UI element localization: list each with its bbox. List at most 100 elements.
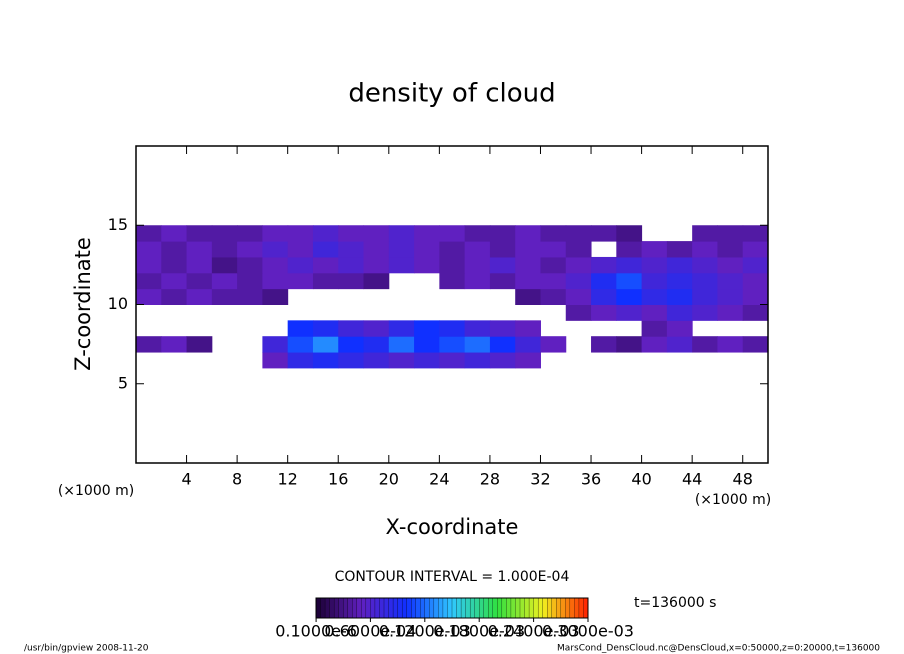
cell [489, 320, 516, 337]
cell [363, 241, 390, 258]
cell [489, 272, 516, 290]
cell [287, 352, 314, 369]
cell [666, 241, 693, 258]
x-tick-label: 16 [328, 470, 348, 489]
x-tick-label: 8 [232, 470, 242, 489]
cell [717, 256, 744, 274]
cell [312, 320, 339, 337]
cell [312, 225, 339, 242]
x-tick-label: 40 [631, 470, 651, 489]
cell [414, 225, 440, 242]
cell [287, 320, 314, 337]
colorbar-swatch [488, 597, 494, 619]
cell [565, 256, 592, 274]
colorbar-swatch [492, 597, 498, 619]
cell [363, 272, 390, 290]
colorbar-swatch [352, 597, 358, 619]
cell [262, 272, 289, 290]
cell [161, 256, 188, 274]
cell [439, 272, 466, 290]
cell [388, 352, 415, 369]
cell [414, 256, 440, 274]
cell [641, 336, 668, 353]
cell [211, 256, 238, 274]
cell [414, 320, 440, 337]
colorbar-tick-label: 0.3000e-03 [542, 622, 634, 641]
colorbar-swatch [528, 597, 535, 619]
colorbar-swatch [424, 597, 430, 619]
colorbar-swatch [574, 597, 580, 619]
colorbar-tick-label: 0.2400e-03 [488, 622, 580, 641]
colorbar-swatch [401, 597, 408, 619]
x-tick-label: 24 [429, 470, 449, 489]
cell [363, 320, 390, 337]
cell [565, 272, 592, 290]
cell [666, 320, 693, 337]
cell [136, 241, 162, 258]
cell [439, 320, 466, 337]
colorbar-tick-label: 0.1000e-6 [275, 622, 357, 641]
cell [186, 256, 213, 274]
cell [161, 272, 188, 290]
x-tick-label: 32 [530, 470, 550, 489]
cell [616, 288, 643, 305]
cell [489, 225, 516, 242]
cell [262, 352, 289, 369]
cell [363, 352, 390, 369]
colorbar-tick-label: 0.1200e-03 [379, 622, 471, 641]
cell [565, 241, 592, 258]
cell [312, 256, 339, 274]
cell [414, 241, 440, 258]
colorbar-swatch [415, 597, 421, 619]
cell [338, 320, 365, 337]
cell [186, 272, 213, 290]
colorbar-swatch [515, 597, 521, 619]
x-axis-label: X-coordinate [386, 515, 519, 539]
cell [641, 256, 668, 274]
colorbar-swatch [324, 597, 331, 619]
chart-title: density of cloud [348, 79, 555, 109]
colorbar-swatch [433, 597, 439, 619]
cell [338, 241, 365, 258]
cell [388, 241, 415, 258]
cell [591, 288, 617, 305]
cell [312, 352, 339, 369]
cell [489, 241, 516, 258]
cell [717, 272, 744, 290]
cell [742, 241, 769, 258]
cell [186, 336, 213, 353]
cell [237, 288, 263, 305]
cell [237, 272, 263, 290]
cell [616, 241, 643, 258]
cell [464, 272, 491, 290]
cell [641, 320, 668, 337]
x-unit-label: (×1000 m) [695, 492, 771, 508]
cell [161, 225, 188, 242]
cell [692, 288, 718, 305]
cell [464, 241, 491, 258]
colorbar-swatch [370, 597, 376, 619]
cell [742, 336, 769, 353]
cell [717, 336, 744, 353]
colorbar-swatch [483, 597, 489, 619]
colorbar-swatch [547, 597, 553, 619]
colorbar-swatch [456, 597, 462, 619]
cell [591, 256, 617, 274]
cell [161, 336, 188, 353]
colorbar-swatch [551, 597, 557, 619]
cell [641, 304, 668, 321]
colorbar-swatch [361, 597, 367, 619]
cell [641, 272, 668, 290]
cell [363, 225, 390, 242]
colorbar-swatch [392, 597, 399, 619]
colorbar-swatch [501, 597, 507, 619]
cell [338, 272, 365, 290]
cell [439, 256, 466, 274]
colorbar-swatch [542, 597, 548, 619]
cell [414, 352, 440, 369]
cell [262, 225, 289, 242]
cell [464, 320, 491, 337]
cell [237, 241, 263, 258]
